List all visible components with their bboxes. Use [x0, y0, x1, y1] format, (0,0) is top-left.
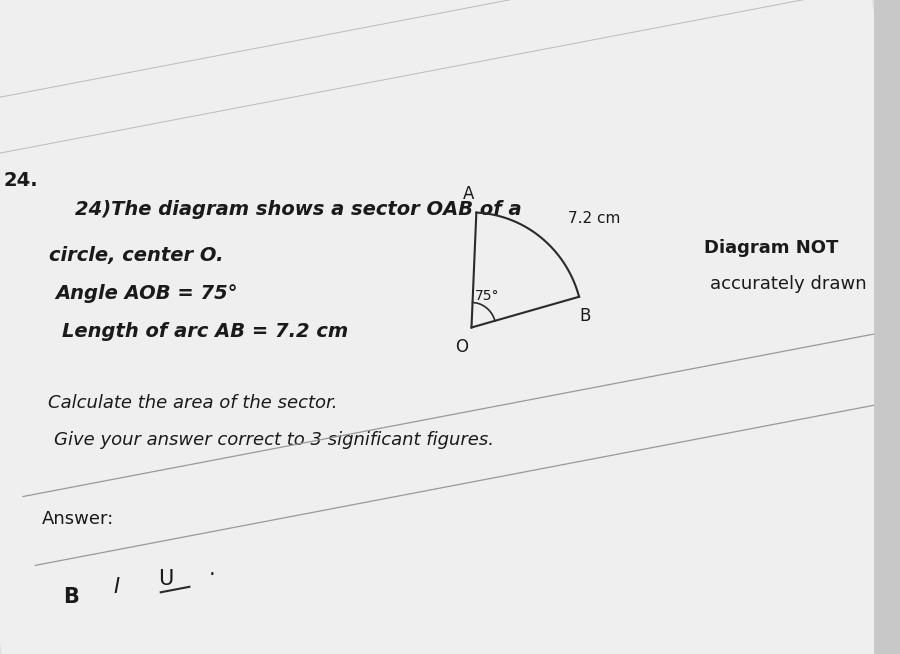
Text: Calculate the area of the sector.: Calculate the area of the sector. [48, 394, 338, 412]
Text: 24.: 24. [4, 171, 39, 190]
Text: Length of arc AB = 7.2 cm: Length of arc AB = 7.2 cm [62, 322, 348, 341]
Text: .: . [209, 559, 215, 579]
Text: 7.2 cm: 7.2 cm [568, 211, 621, 226]
Text: B: B [63, 587, 78, 607]
Polygon shape [0, 0, 875, 199]
Text: B: B [580, 307, 591, 325]
Text: A: A [464, 184, 474, 203]
Text: U: U [158, 568, 174, 589]
Text: Angle AOB = 75°: Angle AOB = 75° [56, 283, 238, 303]
Text: accurately drawn: accurately drawn [710, 275, 867, 293]
Text: 24)The diagram shows a sector OAB of a: 24)The diagram shows a sector OAB of a [76, 200, 522, 220]
Text: Answer:: Answer: [42, 510, 114, 528]
Text: Give your answer correct to 3 significant figures.: Give your answer correct to 3 significan… [54, 431, 494, 449]
Text: I: I [113, 577, 120, 597]
Text: O: O [454, 337, 468, 356]
Text: Diagram NOT: Diagram NOT [704, 239, 838, 256]
Text: 75°: 75° [475, 290, 500, 303]
Text: circle, center O.: circle, center O. [49, 246, 223, 265]
